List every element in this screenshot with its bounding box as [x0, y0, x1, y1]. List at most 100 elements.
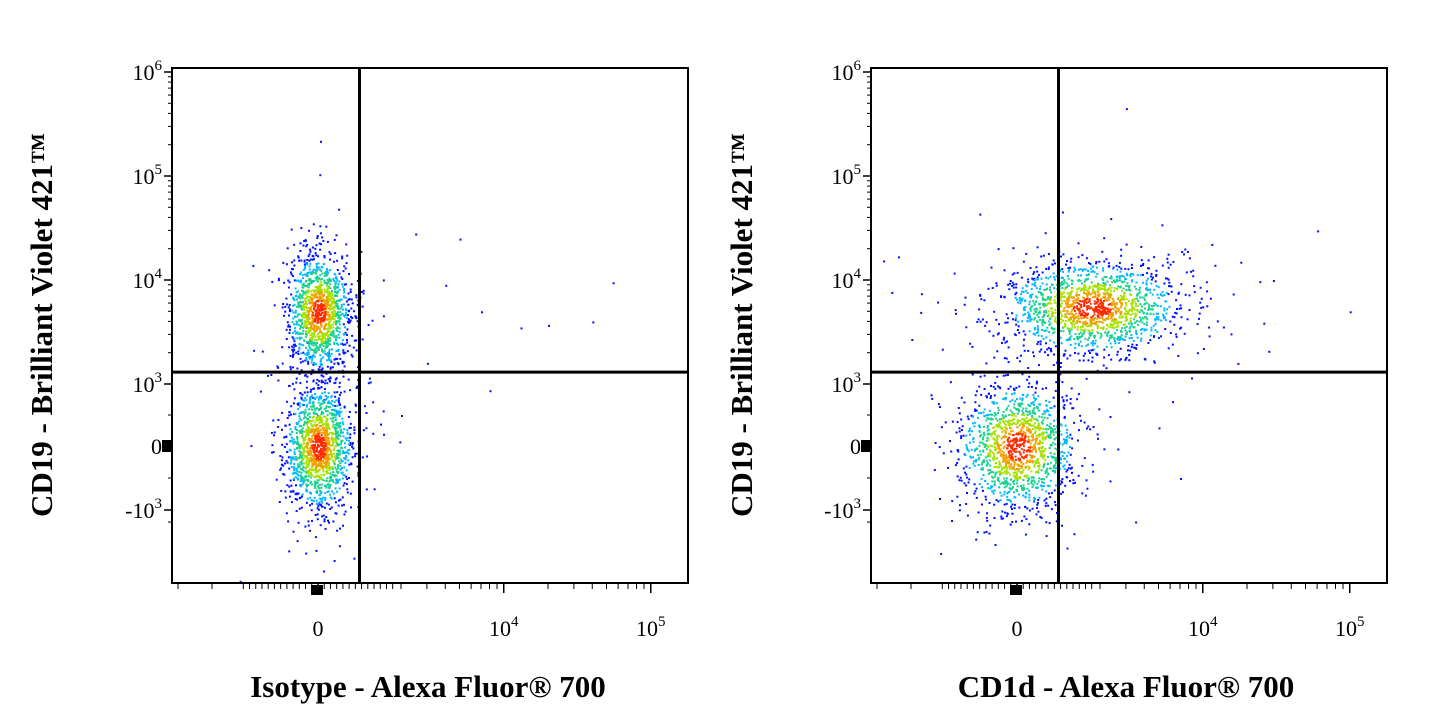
event-dot: [1116, 276, 1118, 278]
event-dot: [313, 446, 316, 449]
event-dot: [301, 313, 304, 316]
event-dot: [332, 412, 335, 415]
event-dot: [1118, 276, 1121, 279]
event-dot: [983, 408, 986, 411]
event-dot: [1029, 424, 1032, 427]
event-dot: [327, 402, 329, 405]
event-dot: [1037, 395, 1040, 398]
event-dot: [323, 316, 326, 319]
event-dot: [344, 309, 347, 311]
event-dot: [328, 480, 331, 483]
event-dot: [327, 324, 330, 327]
event-dot: [298, 507, 301, 510]
event-dot: [277, 366, 280, 369]
event-dot: [1155, 269, 1158, 272]
event-dot: [1147, 277, 1150, 280]
event-dot: [301, 458, 304, 461]
event-dot: [1069, 354, 1072, 357]
event-dot: [320, 379, 323, 382]
event-dot: [282, 261, 285, 264]
event-dot: [318, 312, 320, 314]
event-dot: [299, 455, 302, 458]
event-dot: [318, 452, 321, 455]
event-dot: [1000, 426, 1003, 429]
event-dot: [308, 421, 311, 424]
event-dot: [334, 404, 337, 407]
event-dot: [348, 463, 351, 466]
event-dot: [1040, 255, 1043, 258]
event-dot: [288, 281, 291, 284]
event-dot: [1130, 346, 1133, 349]
event-dot: [1138, 289, 1141, 291]
event-dot: [302, 438, 305, 441]
event-dot: [1061, 292, 1064, 295]
event-dot: [976, 416, 979, 419]
event-dot: [339, 449, 342, 452]
event-dot: [298, 412, 301, 415]
event-dot: [1107, 262, 1110, 265]
event-dot: [1025, 518, 1028, 521]
event-dot: [988, 409, 991, 412]
event-dot: [1097, 332, 1100, 335]
event-dot: [1093, 336, 1096, 339]
event-dot: [1055, 436, 1058, 439]
event-dot: [313, 387, 316, 390]
event-dot: [1150, 282, 1153, 285]
event-dot: [1125, 289, 1128, 291]
event-dot: [1125, 243, 1128, 246]
event-dot: [346, 429, 349, 432]
event-dot: [1034, 471, 1037, 474]
event-dot: [314, 302, 317, 305]
event-dot: [348, 443, 350, 446]
event-dot: [314, 444, 317, 446]
event-dot: [1061, 381, 1064, 384]
event-dot: [334, 416, 337, 419]
event-dot: [1090, 281, 1093, 284]
event-dot: [1065, 436, 1068, 439]
event-dot: [319, 362, 322, 365]
event-dot: [313, 279, 316, 282]
event-dot: [302, 301, 304, 304]
event-dot: [1064, 424, 1067, 427]
event-dot: [310, 290, 313, 293]
event-dot: [347, 309, 350, 312]
event-dot: [1016, 271, 1019, 274]
event-dot: [958, 509, 961, 512]
event-dot: [1051, 430, 1054, 433]
event-dot: [300, 279, 303, 282]
event-dot: [1045, 283, 1048, 286]
event-dot: [297, 443, 300, 446]
event-dot: [338, 499, 340, 502]
event-dot: [966, 492, 968, 494]
event-dot: [998, 423, 1000, 426]
event-dot: [300, 396, 303, 399]
event-dot: [1081, 254, 1084, 257]
event-dot: [336, 465, 339, 468]
event-dot: [321, 515, 324, 518]
event-dot: [1012, 486, 1014, 488]
event-dot: [294, 493, 297, 496]
event-dot: [308, 310, 311, 312]
event-dot: [298, 470, 301, 473]
y-tick-label: 103: [133, 370, 163, 397]
event-dot: [940, 553, 943, 555]
event-dot: [316, 502, 319, 505]
event-dot: [316, 432, 319, 435]
event-dot: [308, 265, 311, 268]
event-dot: [338, 415, 341, 418]
event-dot: [960, 479, 963, 482]
event-dot: [1130, 309, 1133, 312]
event-dot: [1193, 291, 1196, 294]
event-dot: [298, 464, 301, 467]
event-dot: [1092, 342, 1095, 345]
event-dot: [310, 509, 313, 512]
event-dot: [1031, 476, 1034, 479]
event-dot: [978, 430, 981, 433]
event-dot: [309, 451, 312, 454]
event-dot: [323, 520, 326, 523]
event-dot: [302, 292, 305, 295]
event-dot: [993, 402, 995, 405]
event-dot: [318, 409, 320, 411]
event-dot: [960, 396, 963, 399]
event-dot: [1021, 373, 1024, 376]
